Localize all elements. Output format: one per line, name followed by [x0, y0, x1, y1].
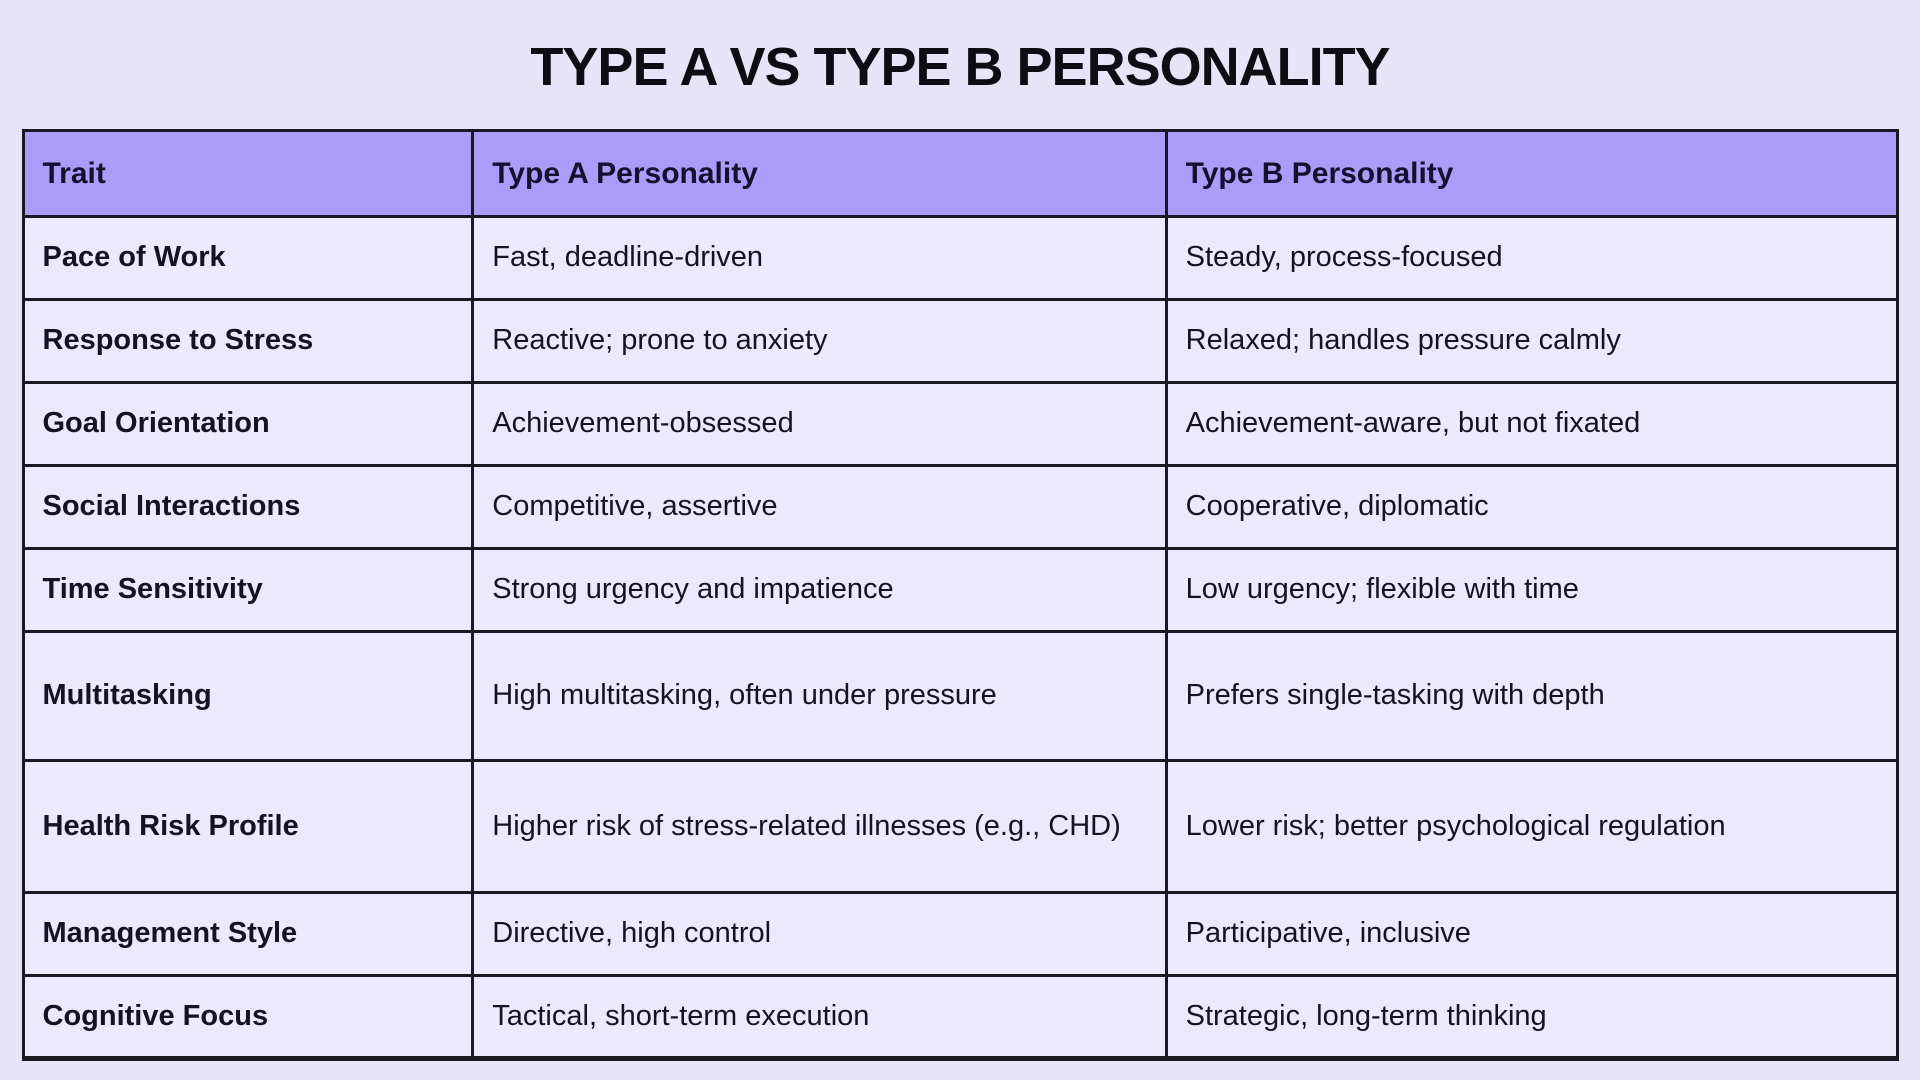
table-row: Multitasking High multitasking, often un…: [21, 630, 1899, 762]
type-a-cell: Strong urgency and impatience: [471, 547, 1168, 633]
trait-cell: Management Style: [21, 891, 475, 977]
trait-cell: Goal Orientation: [21, 381, 475, 467]
type-b-cell: Cooperative, diplomatic: [1164, 464, 1899, 550]
type-b-cell: Participative, inclusive: [1164, 891, 1899, 977]
trait-cell: Social Interactions: [21, 464, 475, 550]
trait-cell: Multitasking: [21, 630, 475, 762]
column-header-trait: Trait: [21, 129, 475, 218]
type-b-cell: Achievement-aware, but not fixated: [1164, 381, 1899, 467]
type-a-cell: Tactical, short-term execution: [471, 974, 1168, 1060]
type-b-cell: Lower risk; better psychological regulat…: [1164, 759, 1899, 894]
type-b-cell: Relaxed; handles pressure calmly: [1164, 298, 1899, 384]
table-row: Cognitive Focus Tactical, short-term exe…: [21, 974, 1899, 1060]
table-row: Pace of Work Fast, deadline-driven Stead…: [21, 215, 1899, 301]
type-a-cell: High multitasking, often under pressure: [471, 630, 1168, 762]
type-a-cell: Higher risk of stress-related illnesses …: [471, 759, 1168, 894]
trait-cell: Cognitive Focus: [21, 974, 475, 1060]
page-title: TYPE A VS TYPE B PERSONALITY: [530, 37, 1390, 97]
type-b-cell: Steady, process-focused: [1164, 215, 1899, 301]
type-a-cell: Directive, high control: [471, 891, 1168, 977]
type-a-cell: Competitive, assertive: [471, 464, 1168, 550]
comparison-table: Trait Type A Personality Type B Personal…: [21, 129, 1899, 1061]
table-row: Management Style Directive, high control…: [21, 891, 1899, 977]
trait-cell: Response to Stress: [21, 298, 475, 384]
column-header-type-a: Type A Personality: [471, 129, 1168, 218]
table-body: Pace of Work Fast, deadline-driven Stead…: [21, 215, 1899, 1060]
trait-cell: Health Risk Profile: [21, 759, 475, 894]
header-row: Trait Type A Personality Type B Personal…: [21, 129, 1899, 218]
table-row: Goal Orientation Achievement-obsessed Ac…: [21, 381, 1899, 467]
trait-cell: Pace of Work: [21, 215, 475, 301]
type-b-cell: Low urgency; flexible with time: [1164, 547, 1899, 633]
table-header: Trait Type A Personality Type B Personal…: [21, 129, 1899, 218]
table-row: Social Interactions Competitive, asserti…: [21, 464, 1899, 550]
column-header-type-b: Type B Personality: [1164, 129, 1899, 218]
type-b-cell: Strategic, long-term thinking: [1164, 974, 1899, 1060]
type-b-cell: Prefers single-tasking with depth: [1164, 630, 1899, 762]
type-a-cell: Achievement-obsessed: [471, 381, 1168, 467]
table-row: Health Risk Profile Higher risk of stres…: [21, 759, 1899, 894]
trait-cell: Time Sensitivity: [21, 547, 475, 633]
table-row: Time Sensitivity Strong urgency and impa…: [21, 547, 1899, 633]
type-a-cell: Fast, deadline-driven: [471, 215, 1168, 301]
type-a-cell: Reactive; prone to anxiety: [471, 298, 1168, 384]
table-row: Response to Stress Reactive; prone to an…: [21, 298, 1899, 384]
